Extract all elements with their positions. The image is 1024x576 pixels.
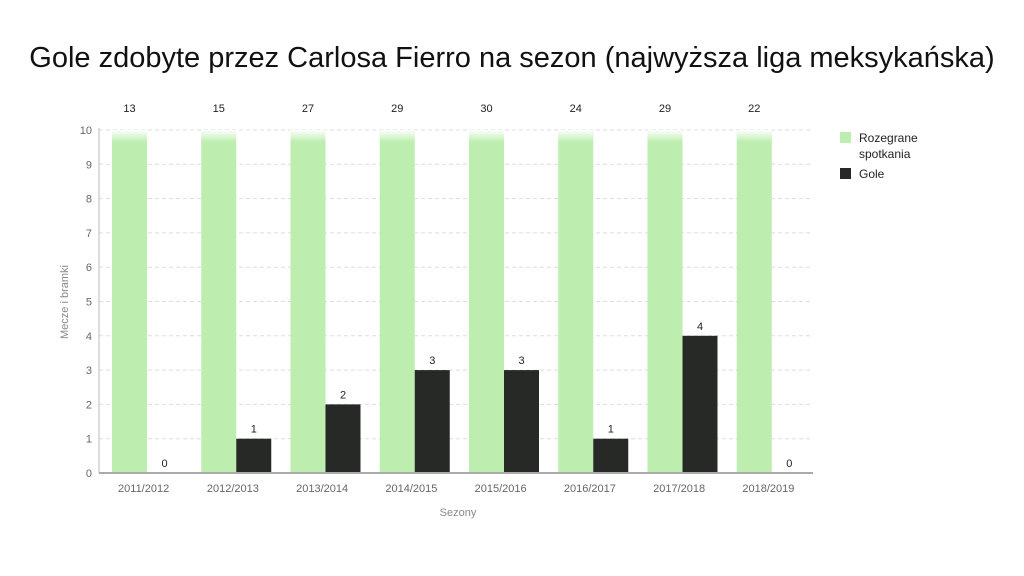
bar-matches[interactable] [290, 130, 326, 473]
y-tick-label: 4 [86, 331, 92, 343]
bar-goals[interactable] [414, 370, 450, 473]
y-tick-label: 1 [86, 434, 92, 446]
legend-item-goals[interactable]: Gole [840, 166, 1000, 182]
data-label-matches: 22 [748, 103, 760, 115]
data-label-goals: 3 [429, 355, 435, 367]
bar-goals[interactable] [325, 404, 361, 473]
data-labels: 13 15 27 29 30 24 29 22 0 1 2 3 3 1 4 0 [123, 103, 792, 470]
bar-overflow-fade [736, 130, 772, 142]
bar-overflow-fade [201, 130, 237, 142]
legend-label-goals: Gole [859, 167, 885, 181]
data-label-matches: 15 [213, 103, 225, 115]
y-tick-label: 2 [86, 399, 92, 411]
legend: Rozegrane spotkania Gole [840, 130, 1000, 186]
x-tick-label: 2013/2014 [296, 483, 348, 495]
y-tick-label: 10 [80, 125, 92, 137]
data-label-goals: 3 [518, 355, 524, 367]
data-label-matches: 24 [570, 103, 582, 115]
bar-matches[interactable] [379, 130, 415, 473]
x-tick-label: 2016/2017 [564, 483, 616, 495]
bar-matches[interactable] [201, 130, 237, 473]
data-label-goals: 0 [786, 458, 792, 470]
bar-matches[interactable] [558, 130, 594, 473]
bar-matches[interactable] [469, 130, 504, 473]
bar-overflow-fade [647, 130, 683, 142]
data-label-goals: 1 [251, 424, 257, 436]
x-tick-label: 2017/2018 [653, 483, 705, 495]
y-tick-label: 5 [86, 297, 92, 309]
legend-label-matches: Rozegrane spotkania [859, 131, 918, 161]
bar-overflow-fade [558, 130, 594, 142]
bar-goals[interactable] [504, 370, 539, 473]
bar-goals[interactable] [236, 438, 272, 473]
x-axis-label: Sezony [440, 507, 477, 519]
x-tick-label: 2011/2012 [118, 483, 169, 495]
bar-goals[interactable] [593, 438, 629, 473]
y-tick-label: 7 [86, 228, 92, 240]
data-label-goals: 4 [697, 321, 703, 333]
y-tick-label: 0 [86, 468, 92, 480]
x-tick-label: 2012/2013 [207, 483, 259, 495]
x-tick-label: 2014/2015 [385, 483, 437, 495]
y-tick-label: 3 [86, 365, 92, 377]
data-label-matches: 30 [480, 103, 492, 115]
bar-overflow-fade [469, 130, 504, 142]
legend-item-matches[interactable]: Rozegrane spotkania [840, 130, 1000, 162]
legend-swatch-matches [840, 132, 851, 143]
legend-swatch-goals [840, 168, 851, 179]
bar-matches[interactable] [736, 130, 772, 473]
bar-matches[interactable] [112, 130, 147, 473]
bars [112, 130, 772, 473]
data-label-matches: 29 [391, 103, 403, 115]
bar-matches[interactable] [647, 130, 683, 473]
data-label-goals: 0 [161, 458, 167, 470]
y-tick-label: 8 [86, 194, 92, 206]
data-label-goals: 1 [608, 424, 614, 436]
data-label-matches: 27 [302, 103, 314, 115]
bar-goals[interactable] [682, 335, 718, 473]
y-tick-label: 9 [86, 159, 92, 171]
y-axis-label: Mecze i bramki [59, 265, 71, 339]
data-label-matches: 13 [123, 103, 135, 115]
y-tick-label: 6 [86, 262, 92, 274]
data-label-goals: 2 [340, 389, 346, 401]
x-tick-label: 2018/2019 [742, 483, 794, 495]
x-tick-label: 2015/2016 [475, 483, 527, 495]
bar-overflow-fade [379, 130, 415, 142]
bar-overflow-fade [112, 130, 147, 142]
chart-title: Gole zdobyte przez Carlosa Fierro na sez… [29, 42, 995, 74]
data-label-matches: 29 [659, 103, 671, 115]
bar-overflow-fade [290, 130, 326, 142]
